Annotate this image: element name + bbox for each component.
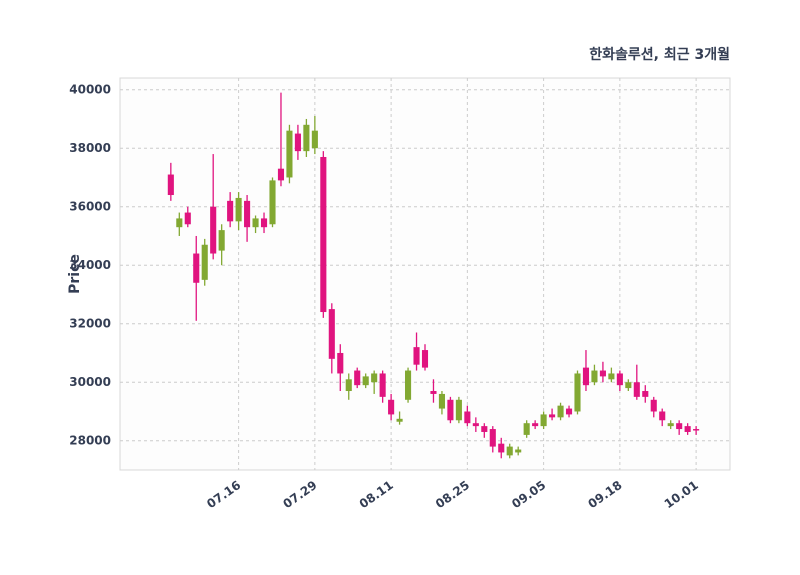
candle-body-down [464, 411, 471, 424]
candle-body-up [557, 405, 564, 418]
candle-body-up [591, 370, 598, 383]
candle-body-down [184, 212, 191, 225]
candle-body-up [269, 180, 276, 225]
y-tick-label: 38000 [69, 141, 111, 155]
candle-body-up [506, 446, 513, 456]
candle-body-up [176, 218, 183, 228]
y-tick-label: 40000 [69, 83, 111, 97]
candle-body-up [540, 414, 547, 427]
candle-body-down [379, 373, 386, 397]
candle-body-down [489, 429, 496, 447]
x-tick-label: 09.05 [509, 478, 548, 511]
candle-body-up [252, 218, 259, 228]
y-tick-label: 32000 [69, 317, 111, 331]
candle-body-down [565, 408, 573, 415]
plot-area [119, 77, 731, 471]
candle-body-down [413, 347, 420, 365]
candle-body-down [532, 423, 539, 427]
candle-body-down [430, 391, 437, 394]
candle-body-up [625, 382, 632, 389]
candle-body-down [210, 206, 217, 254]
candle-body-up [396, 418, 403, 422]
candle-body-up [286, 130, 293, 178]
candle-body-up [608, 373, 615, 380]
candle-body-down [659, 411, 666, 421]
candle-body-up [667, 423, 674, 427]
candle-body-up [218, 230, 225, 251]
candle-body-down [498, 443, 505, 453]
candle-body-down [582, 367, 590, 386]
candle-body-down [294, 133, 301, 152]
candle-body-up [405, 370, 412, 400]
candle-body-down [260, 218, 268, 228]
candle-body-up [362, 376, 369, 386]
candle-body-down [650, 399, 657, 412]
candle-body-down [693, 429, 700, 431]
candle-body-down [193, 253, 200, 283]
candle-body-down [388, 399, 395, 415]
y-tick-label: 30000 [69, 375, 111, 389]
y-tick-label: 28000 [69, 434, 111, 448]
x-tick-label: 09.18 [585, 478, 624, 511]
candle-body-down [684, 426, 691, 432]
candle-body-down [277, 168, 285, 181]
candle-body-down [337, 352, 344, 374]
x-tick-label: 10.01 [662, 478, 701, 511]
candle-body-down [633, 382, 640, 397]
candle-body-down [676, 423, 683, 430]
candle-body-down [599, 370, 606, 377]
y-tick-label: 36000 [69, 200, 111, 214]
x-tick-label: 07.29 [280, 478, 319, 511]
candle-body-up [201, 244, 208, 280]
y-axis-label: Price [67, 254, 83, 294]
candle-body-down [421, 350, 429, 368]
x-tick-label: 07.16 [204, 478, 243, 511]
chart-title: 한화솔루션, 최근 3개월 [589, 47, 730, 63]
candle-body-down [642, 391, 649, 397]
candle-body-up [574, 373, 581, 412]
candle-body-up [515, 449, 522, 453]
candle-body-up [455, 399, 462, 421]
x-tick-label: 08.25 [433, 478, 472, 511]
candle-body-down [320, 156, 327, 313]
candle-body-down [472, 423, 479, 427]
candle-body-down [616, 373, 623, 386]
candle-body-up [371, 373, 378, 383]
candle-body-up [345, 379, 352, 392]
candle-body-down [244, 200, 251, 228]
candle-body-up [438, 393, 445, 409]
candle-body-up [303, 124, 310, 152]
candle-body-down [227, 200, 234, 222]
candle-body-up [523, 423, 530, 435]
candle-body-down [549, 414, 556, 418]
candle-body-down [328, 309, 335, 359]
candle-body-up [311, 130, 318, 149]
candle-body-down [354, 370, 361, 386]
candle-body-down [447, 399, 454, 421]
candle-body-down [167, 174, 174, 196]
candle-body-up [235, 197, 242, 222]
y-tick-label: 34000 [69, 258, 111, 272]
x-tick-label: 08.11 [357, 478, 396, 511]
candle-body-down [481, 426, 488, 432]
